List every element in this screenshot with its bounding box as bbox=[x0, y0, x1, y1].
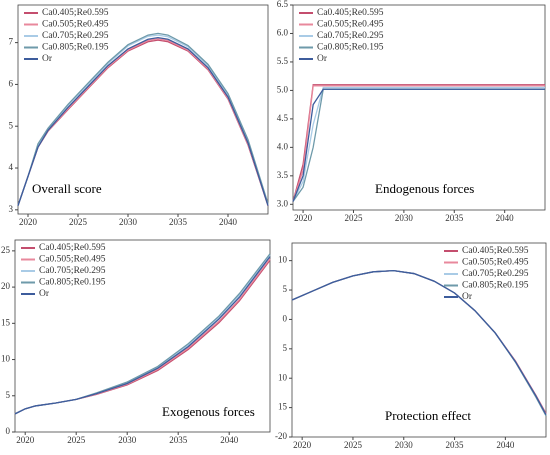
y-tick-label: 5.0 bbox=[277, 84, 289, 94]
plot-frame bbox=[17, 4, 269, 215]
legend-label: Ca0.805;Re0.195 bbox=[462, 281, 529, 291]
x-tick-label: 2030 bbox=[119, 217, 138, 227]
y-tick-label: 10 bbox=[1, 354, 11, 364]
x-tick-label: 2030 bbox=[118, 435, 137, 445]
y-tick-label: 5 bbox=[283, 284, 288, 294]
y-tick-label: 7 bbox=[9, 37, 14, 47]
series-line bbox=[292, 86, 545, 202]
series-line bbox=[291, 269, 547, 417]
series-line bbox=[291, 269, 547, 414]
series-line bbox=[292, 88, 545, 202]
legend-label: Ca0.505;Re0.495 bbox=[462, 258, 529, 268]
plot-frame bbox=[292, 4, 546, 211]
x-tick-label: 2035 bbox=[445, 213, 464, 223]
y-tick-label: 6 bbox=[9, 78, 14, 88]
x-tick-label: 2040 bbox=[496, 440, 515, 450]
y-tick-label: 6.0 bbox=[277, 28, 289, 38]
y-tick-label: 15 bbox=[278, 402, 288, 412]
x-tick-label: 2020 bbox=[19, 217, 38, 227]
legend-label: Or bbox=[462, 292, 473, 302]
legend-label: Ca0.805;Re0.195 bbox=[39, 278, 106, 288]
chart-title: Exogenous forces bbox=[162, 404, 255, 419]
y-tick-label: 4.5 bbox=[277, 113, 289, 123]
plot-frame bbox=[14, 239, 271, 433]
legend-label: Ca0.405;Re0.595 bbox=[317, 8, 384, 18]
legend-label: Or bbox=[42, 54, 53, 64]
legend-label: Ca0.805;Re0.195 bbox=[42, 43, 109, 53]
legend-label: Ca0.705;Re0.295 bbox=[39, 266, 106, 276]
y-tick-label: 10 bbox=[278, 255, 288, 265]
series-line bbox=[17, 36, 269, 206]
legend-label: Ca0.705;Re0.295 bbox=[462, 269, 529, 279]
x-tick-label: 2030 bbox=[395, 440, 414, 450]
y-tick-label: 0 bbox=[6, 426, 11, 436]
legend-label: Ca0.705;Re0.295 bbox=[317, 31, 384, 41]
y-tick-label: 25 bbox=[1, 245, 11, 255]
legend-label: Ca0.405;Re0.595 bbox=[462, 246, 529, 256]
y-tick-label: 5 bbox=[283, 343, 288, 353]
series-line bbox=[291, 269, 547, 415]
x-tick-label: 2025 bbox=[344, 213, 363, 223]
x-tick-label: 2025 bbox=[69, 217, 88, 227]
y-tick-label: 5 bbox=[6, 390, 11, 400]
series-line bbox=[17, 34, 269, 206]
y-tick-label: 3 bbox=[9, 204, 14, 214]
x-tick-label: 2035 bbox=[169, 217, 188, 227]
chart-title: Protection effect bbox=[385, 408, 471, 423]
legend-label: Ca0.705;Re0.295 bbox=[42, 31, 109, 41]
chart-title: Overall score bbox=[32, 181, 102, 196]
series-line bbox=[292, 84, 545, 202]
plot-frame bbox=[291, 242, 547, 438]
series-line bbox=[292, 85, 545, 202]
x-tick-label: 2030 bbox=[395, 213, 414, 223]
y-tick-label: 4 bbox=[9, 162, 14, 172]
x-tick-label: 2025 bbox=[67, 435, 86, 445]
x-tick-label: 2020 bbox=[294, 213, 313, 223]
x-tick-label: 2040 bbox=[219, 217, 238, 227]
x-tick-label: 2040 bbox=[496, 213, 515, 223]
y-tick-label: 20 bbox=[1, 281, 11, 291]
x-tick-label: 2020 bbox=[16, 435, 35, 445]
series-line bbox=[14, 256, 271, 415]
x-tick-label: 2020 bbox=[293, 440, 312, 450]
x-tick-label: 2040 bbox=[220, 435, 239, 445]
legend-label: Ca0.505;Re0.495 bbox=[317, 20, 384, 30]
legend-label: Or bbox=[317, 54, 328, 64]
x-tick-label: 2035 bbox=[446, 440, 465, 450]
legend-label: Ca0.405;Re0.595 bbox=[39, 243, 106, 253]
chart-title: Endogenous forces bbox=[375, 181, 474, 196]
x-tick-label: 2025 bbox=[344, 440, 363, 450]
y-tick-label: 5.5 bbox=[277, 56, 289, 66]
legend-label: Ca0.505;Re0.495 bbox=[39, 255, 106, 265]
series-line bbox=[17, 32, 269, 206]
series-line bbox=[291, 269, 547, 415]
legend-label: Ca0.405;Re0.595 bbox=[42, 8, 109, 18]
series-line bbox=[291, 269, 547, 416]
legend-label: Ca0.805;Re0.195 bbox=[317, 43, 384, 53]
y-tick-label: 3.5 bbox=[277, 170, 289, 180]
y-tick-label: 6.5 bbox=[277, 0, 289, 9]
y-tick-label: 4.0 bbox=[277, 141, 289, 151]
y-tick-label: 10 bbox=[278, 372, 288, 382]
y-tick-label: 5 bbox=[9, 120, 14, 130]
legend-label: Ca0.505;Re0.495 bbox=[42, 20, 109, 30]
y-tick-label: 15 bbox=[1, 317, 11, 327]
x-tick-label: 2035 bbox=[169, 435, 188, 445]
y-tick-label: 3.0 bbox=[277, 198, 289, 208]
legend-label: Or bbox=[39, 289, 50, 299]
y-tick-label: -20 bbox=[275, 431, 287, 441]
y-tick-label: 0 bbox=[283, 313, 288, 323]
